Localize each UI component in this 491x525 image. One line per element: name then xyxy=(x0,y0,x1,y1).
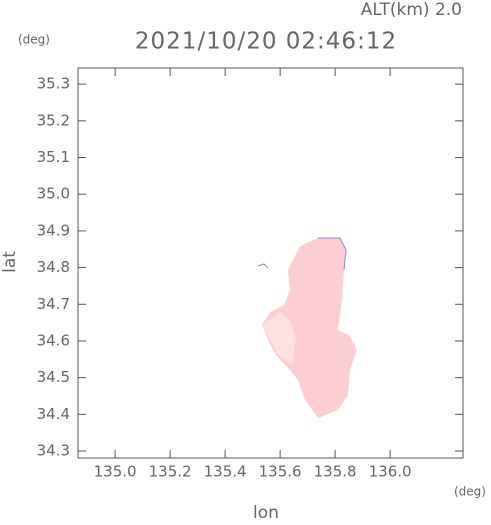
y-tick-label: 34.3 xyxy=(37,442,70,460)
y-tick-label: 34.7 xyxy=(37,295,70,313)
y-tick-label: 34.5 xyxy=(37,368,70,386)
y-tick-label: 34.6 xyxy=(37,331,70,349)
y-tick-label: 34.9 xyxy=(37,221,70,239)
y-tick-label: 34.8 xyxy=(37,258,70,276)
x-tick-label: 135.2 xyxy=(149,463,192,481)
x-tick-label: 135.0 xyxy=(94,463,137,481)
y-tick-label: 35.2 xyxy=(37,111,70,129)
echo-light-region xyxy=(262,312,296,365)
echo-edge xyxy=(318,237,347,271)
y-tick-label: 35.3 xyxy=(37,75,70,93)
axes: 135.0 135.2 135.4 135.6 135.8 136.0 34.3 34.4 34… xyxy=(37,68,463,481)
y-tick-label: 35.1 xyxy=(37,148,70,166)
echo-edge xyxy=(257,263,269,269)
y-unit: (deg) xyxy=(18,33,50,47)
x-tick-label: 135.6 xyxy=(259,463,302,481)
y-tick-label: 34.4 xyxy=(37,405,70,423)
echo-area xyxy=(257,237,357,418)
x-unit: (deg) xyxy=(454,485,486,499)
altitude-label: ALT(km) 2.0 xyxy=(361,0,462,20)
x-tick-label: 135.4 xyxy=(204,463,247,481)
x-axis-label: lon xyxy=(253,503,279,521)
echo-region xyxy=(262,238,357,418)
x-tick-label: 135.8 xyxy=(314,463,357,481)
plot-frame xyxy=(77,67,464,459)
y-tick-label: 35.0 xyxy=(37,185,70,203)
chart-title: 2021/10/20 02:46:12 xyxy=(135,29,397,55)
y-axis-label: lat xyxy=(0,251,20,273)
x-tick-label: 136.0 xyxy=(369,463,412,481)
